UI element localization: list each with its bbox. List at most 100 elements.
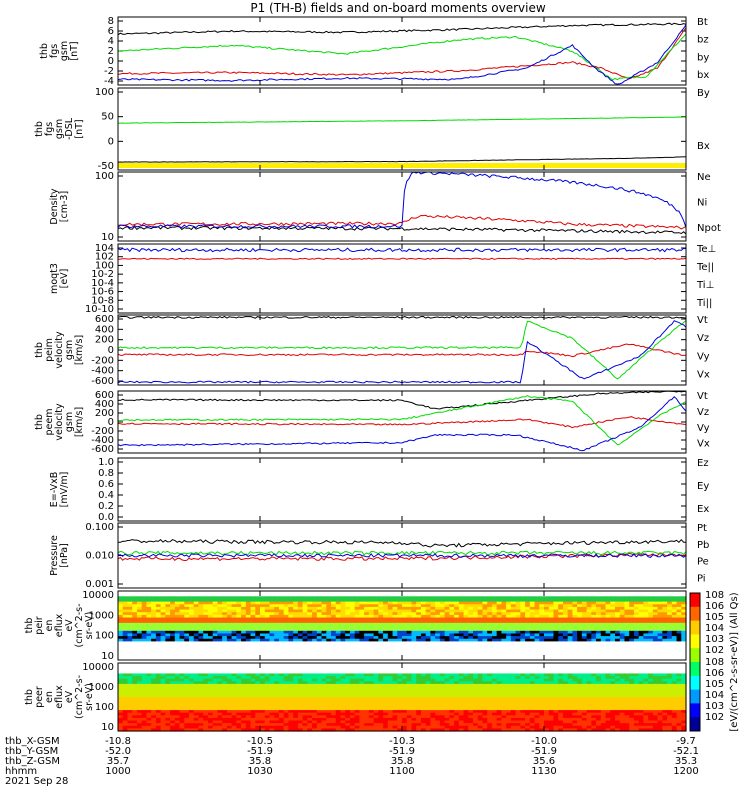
y-tick-label: 10 bbox=[101, 651, 114, 662]
y-axis-label: Pressure bbox=[49, 535, 60, 576]
y-tick-label: 0.8 bbox=[98, 468, 114, 479]
colorbar-label: [eV/(cm^2-s-sr-eV)] (All Qs) bbox=[729, 592, 740, 731]
legend-by: by bbox=[697, 52, 709, 63]
y-tick-label: -400 bbox=[91, 366, 114, 377]
y-tick-label: 100 bbox=[95, 87, 114, 98]
colorbar-tick: 105 bbox=[705, 679, 724, 690]
colorbar-segment bbox=[690, 620, 700, 635]
y-axis-label: eflux bbox=[54, 685, 65, 709]
y-tick-label: 6 bbox=[108, 26, 114, 37]
colorbar-tick: 104 bbox=[705, 623, 724, 634]
legend-Vt: Vt bbox=[697, 391, 708, 402]
y-tick-label: 0 bbox=[108, 417, 114, 428]
series-Pi bbox=[117, 553, 687, 558]
y-axis-label: [km/s] bbox=[74, 407, 85, 437]
y-tick-label: 0.6 bbox=[98, 479, 114, 490]
ephemeris-value: -52.0 bbox=[105, 746, 131, 757]
y-axis-label: en bbox=[44, 691, 55, 703]
y-tick-label: 0.2 bbox=[98, 501, 114, 512]
ephemeris-value: 35.7 bbox=[107, 756, 129, 767]
ephemeris-value: -10.8 bbox=[105, 736, 131, 747]
y-axis-label: fgs bbox=[49, 44, 60, 58]
y-axis-label: peim bbox=[44, 338, 55, 362]
series-Ti|| bbox=[117, 247, 687, 253]
y-axis-label: (cm^2-s- bbox=[74, 675, 85, 719]
colorbar-tick: 106 bbox=[705, 668, 724, 679]
y-tick-label: -2 bbox=[104, 66, 114, 77]
y-tick-label: 10-4 bbox=[91, 278, 114, 289]
y-tick-label: -4 bbox=[104, 76, 114, 87]
legend-Ne: Ne bbox=[697, 172, 711, 183]
legend-By: By bbox=[697, 88, 710, 99]
y-axis-label: eflux bbox=[54, 613, 65, 637]
legend-Vz: Vz bbox=[697, 333, 709, 344]
y-tick-label: -200 bbox=[91, 426, 114, 437]
ephemeris-value: 1000 bbox=[105, 766, 130, 777]
series-By bbox=[117, 116, 687, 124]
legend-Ey: Ey bbox=[697, 481, 709, 492]
legend-Vx: Vx bbox=[697, 370, 710, 381]
y-axis-label: Density bbox=[49, 188, 60, 224]
legend-bz: bz bbox=[697, 35, 709, 46]
colorbar-tick: 105 bbox=[705, 612, 724, 623]
legend-Bt: Bt bbox=[697, 17, 708, 28]
legend-Vt: Vt bbox=[697, 315, 708, 326]
y-tick-label: 0.100 bbox=[85, 522, 114, 533]
ephemeris-label: thb_X-GSM bbox=[5, 736, 60, 747]
legend-Npot: Npot bbox=[697, 223, 721, 234]
y-axis-label: [nT] bbox=[69, 41, 80, 60]
y-tick-label: 200 bbox=[95, 408, 114, 419]
y-axis-label: E=-VxB bbox=[49, 472, 60, 507]
y-axis-label: eV bbox=[64, 690, 75, 703]
y-axis-label: velocity bbox=[54, 331, 65, 369]
legend-Vx: Vx bbox=[697, 439, 710, 450]
y-tick-label: -600 bbox=[91, 444, 114, 455]
legend-Pb: Pb bbox=[697, 540, 709, 551]
legend-bx: bx bbox=[697, 70, 709, 81]
y-tick-label: 100 bbox=[95, 260, 114, 271]
ephemeris-value: 1030 bbox=[247, 766, 272, 777]
series-Bx bbox=[117, 156, 687, 163]
colorbar-tick: 108 bbox=[705, 590, 724, 601]
series-Pb bbox=[117, 552, 687, 562]
ephemeris-value: -10.0 bbox=[531, 736, 557, 747]
y-tick-label: 104 bbox=[95, 243, 114, 254]
colorbar-segment bbox=[690, 703, 700, 718]
legend-Ti⊥: Ti⊥ bbox=[696, 280, 714, 291]
y-tick-label: 10-2 bbox=[91, 269, 114, 280]
series-Vt bbox=[117, 390, 687, 410]
y-tick-label: 0.0 bbox=[98, 512, 114, 523]
y-axis-label: eV bbox=[64, 619, 75, 632]
legend-Ni: Ni bbox=[697, 197, 707, 208]
series-Pe bbox=[117, 550, 687, 556]
y-tick-label: 10-6 bbox=[91, 287, 114, 298]
y-tick-label: 4 bbox=[108, 36, 114, 47]
series-Vz bbox=[117, 343, 687, 358]
colorbar-segment bbox=[690, 593, 700, 608]
y-tick-label: 10-8 bbox=[91, 295, 114, 306]
y-axis-label: -DSL bbox=[64, 117, 75, 140]
ephemeris-value: 35.6 bbox=[533, 756, 555, 767]
y-axis-label: velocity bbox=[54, 403, 65, 441]
ephemeris-value: 1100 bbox=[389, 766, 414, 777]
y-tick-label: 10 bbox=[101, 722, 114, 733]
y-axis-label: gsm bbox=[64, 412, 75, 432]
y-axis-label: gsm bbox=[59, 41, 70, 61]
y-tick-label: -50 bbox=[98, 161, 114, 172]
y-tick-label: 10 bbox=[101, 232, 114, 243]
colorbar-segment bbox=[690, 717, 700, 732]
y-axis-label: thb bbox=[34, 121, 45, 137]
ephemeris-value: -10.5 bbox=[247, 736, 273, 747]
y-axis-label: en bbox=[44, 620, 55, 632]
y-axis-label: thb bbox=[34, 342, 45, 358]
y-tick-label: 1000 bbox=[89, 682, 114, 693]
colorbar-tick: 103 bbox=[705, 701, 724, 712]
series-Vx bbox=[117, 320, 687, 384]
y-tick-label: 1.0 bbox=[98, 457, 114, 468]
y-tick-label: 0 bbox=[108, 56, 114, 67]
y-axis-label: [cm-3] bbox=[59, 191, 70, 222]
colorbar-tick: 103 bbox=[705, 634, 724, 645]
